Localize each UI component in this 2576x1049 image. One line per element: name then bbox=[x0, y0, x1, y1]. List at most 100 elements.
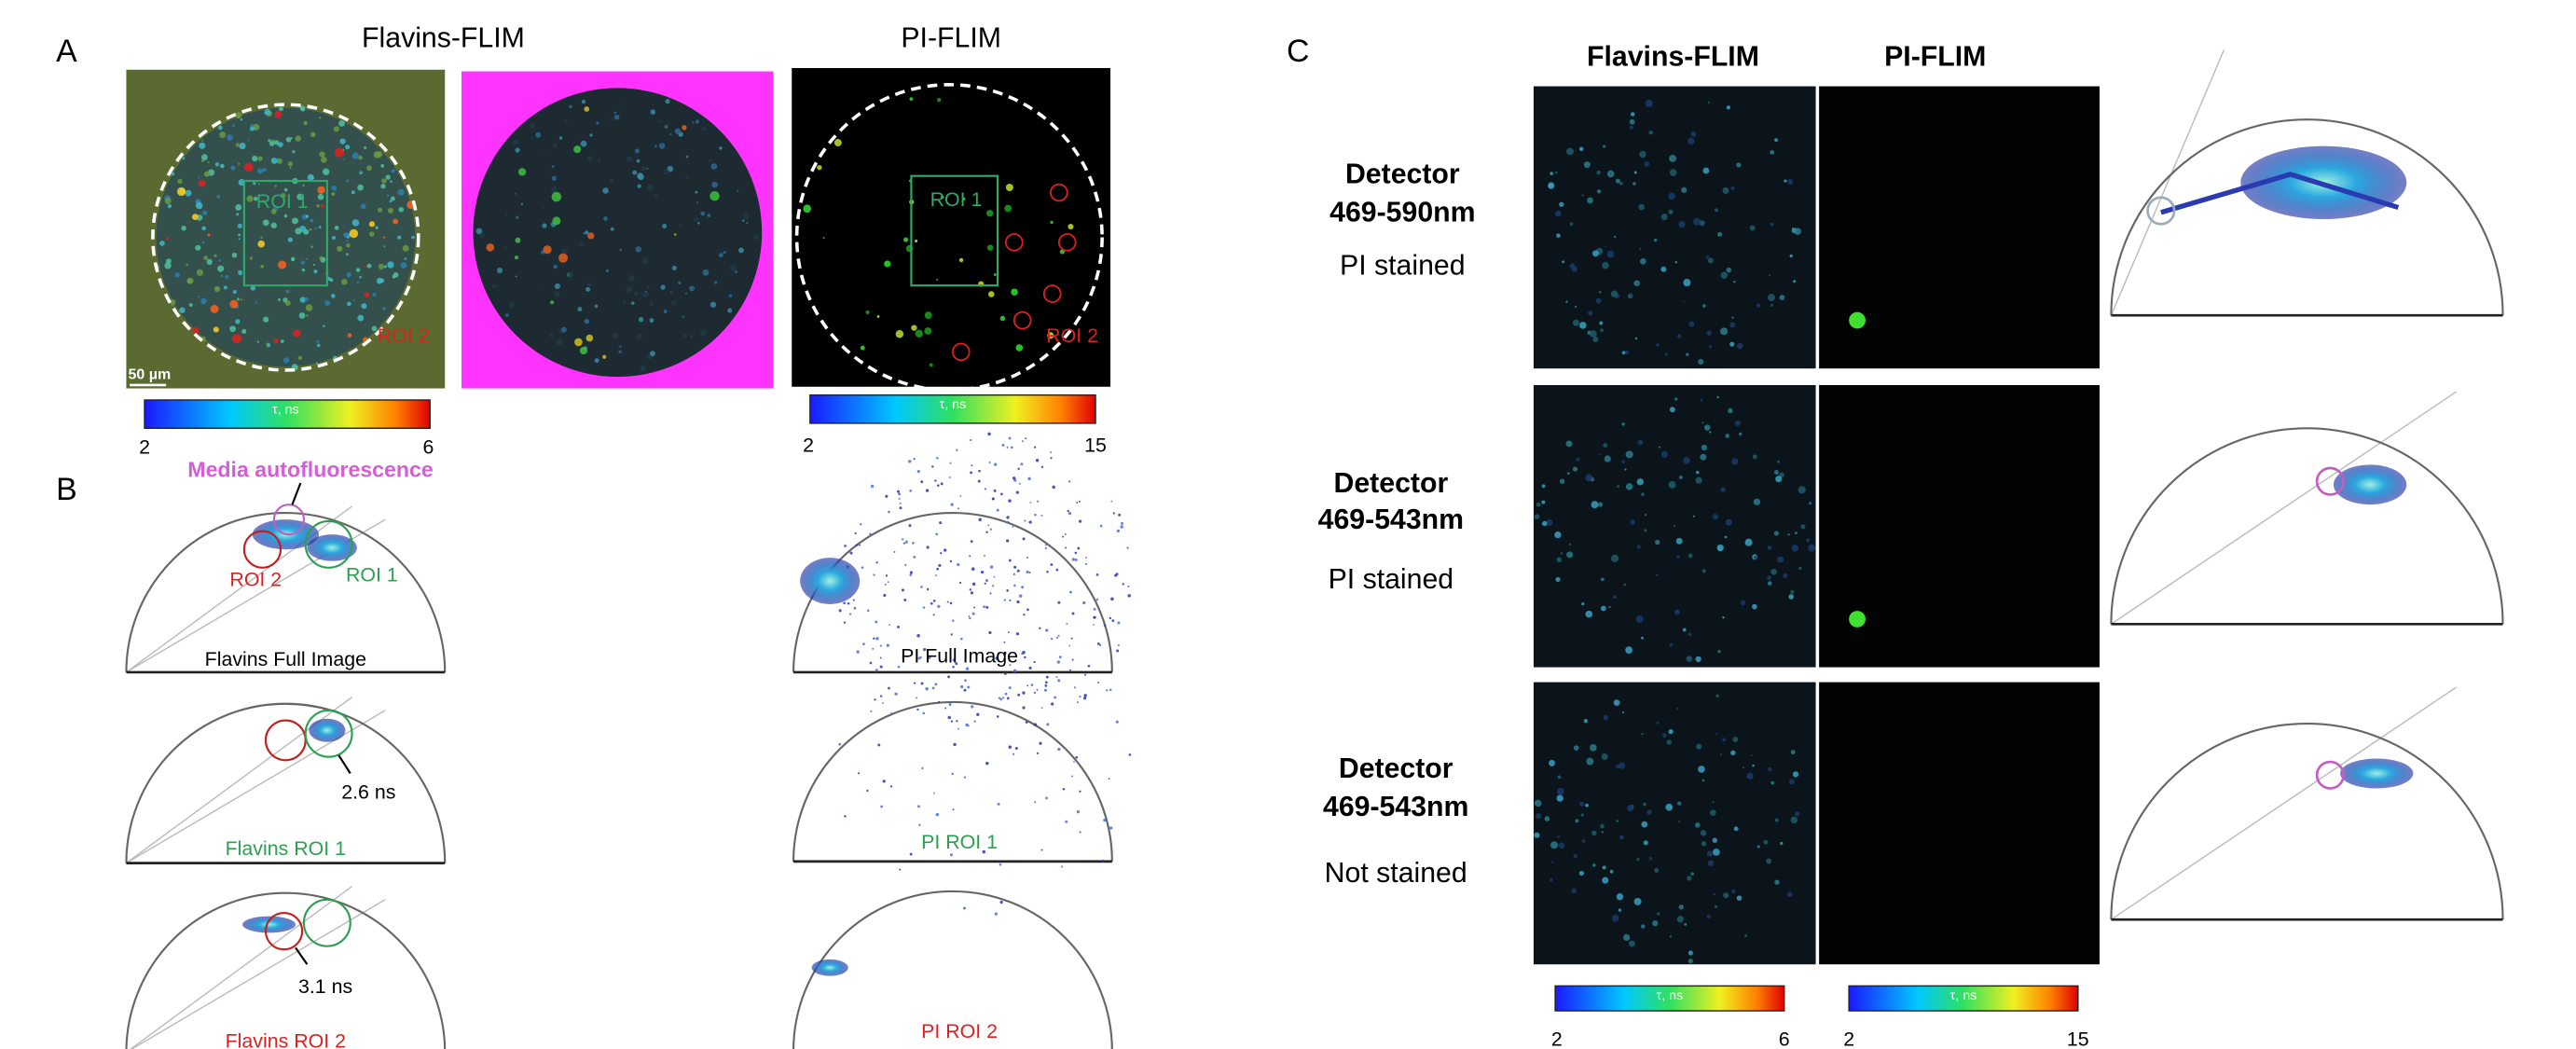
texture-dot bbox=[166, 237, 169, 241]
texture-dot bbox=[1707, 860, 1715, 866]
texture-dot bbox=[594, 358, 599, 364]
texture-dot bbox=[915, 239, 918, 243]
texture-dot bbox=[1057, 600, 1061, 604]
texture-dot bbox=[1079, 695, 1081, 698]
texture-dot bbox=[1800, 524, 1806, 530]
texture-dot bbox=[713, 281, 718, 284]
texture-dot bbox=[1068, 669, 1071, 671]
texture-dot bbox=[550, 186, 558, 193]
texture-dot bbox=[1695, 476, 1702, 484]
texture-dot bbox=[1605, 245, 1607, 248]
texture-dot bbox=[844, 815, 847, 818]
texture-dot bbox=[1638, 247, 1642, 251]
texture-dot bbox=[1566, 551, 1574, 559]
texture-dot bbox=[1767, 294, 1775, 302]
texture-dot bbox=[872, 647, 875, 650]
texture-dot bbox=[1808, 544, 1816, 552]
texture-dot bbox=[1599, 321, 1604, 325]
texture-dot bbox=[973, 720, 976, 723]
texture-dot bbox=[843, 545, 847, 548]
texture-dot bbox=[496, 267, 503, 274]
texture-dot bbox=[597, 159, 601, 162]
texture-dot bbox=[249, 126, 255, 131]
texture-dot bbox=[542, 223, 547, 228]
texture-dot bbox=[346, 253, 349, 256]
texture-dot bbox=[1633, 280, 1640, 286]
texture-dot bbox=[949, 853, 953, 857]
texture-dot bbox=[959, 495, 962, 497]
texture-dot bbox=[988, 291, 995, 297]
texture-dot bbox=[970, 540, 973, 544]
texture-dot bbox=[320, 203, 324, 208]
texture-dot bbox=[936, 567, 940, 571]
image-texture bbox=[803, 97, 1074, 367]
texture-dot bbox=[179, 307, 186, 313]
texture-dot bbox=[240, 117, 243, 121]
texture-dot bbox=[1051, 702, 1054, 706]
texture-dot bbox=[989, 528, 992, 531]
texture-dot bbox=[952, 665, 955, 669]
texture-dot bbox=[1078, 519, 1082, 523]
column-title: PI-FLIM bbox=[1884, 41, 1986, 72]
texture-dot bbox=[1536, 813, 1542, 820]
texture-dot bbox=[1766, 858, 1772, 864]
texture-dot bbox=[1717, 650, 1721, 654]
texture-dot bbox=[909, 573, 913, 576]
texture-dot bbox=[1007, 520, 1010, 523]
texture-dot bbox=[1099, 524, 1103, 528]
texture-dot bbox=[1687, 950, 1693, 956]
phasor-semicircle bbox=[2110, 427, 2504, 625]
phasor-cloud bbox=[309, 718, 346, 742]
texture-dot bbox=[874, 698, 876, 701]
texture-dot bbox=[351, 152, 359, 159]
texture-dot bbox=[899, 868, 902, 871]
texture-dot bbox=[289, 167, 292, 169]
texture-dot bbox=[1036, 688, 1039, 691]
texture-dot bbox=[1554, 171, 1558, 174]
texture-dot bbox=[1108, 778, 1110, 780]
texture-dot bbox=[860, 345, 865, 351]
texture-dot bbox=[985, 578, 989, 583]
texture-dot bbox=[1050, 451, 1053, 454]
texture-dot bbox=[366, 165, 372, 172]
texture-dot bbox=[1012, 476, 1016, 480]
texture-dot bbox=[1715, 208, 1718, 213]
texture-dot bbox=[274, 185, 277, 187]
texture-dot bbox=[1806, 538, 1811, 543]
texture-dot bbox=[1615, 764, 1620, 769]
texture-dot bbox=[202, 210, 208, 215]
texture-dot bbox=[858, 544, 861, 546]
texture-dot bbox=[1712, 801, 1715, 804]
texture-dot bbox=[1701, 421, 1704, 424]
texture-dot bbox=[508, 302, 516, 309]
texture-dot bbox=[973, 606, 976, 609]
texture-dot bbox=[1083, 694, 1087, 697]
texture-dot bbox=[887, 581, 889, 584]
texture-dot bbox=[235, 204, 242, 211]
texture-dot bbox=[319, 255, 324, 261]
texture-dot bbox=[347, 333, 352, 338]
texture-dot bbox=[1683, 300, 1685, 303]
texture-dot bbox=[1669, 169, 1677, 176]
texture-dot bbox=[971, 567, 975, 571]
texture-dot bbox=[692, 121, 695, 124]
texture-dot bbox=[970, 439, 972, 441]
texture-dot bbox=[895, 329, 904, 338]
texture-dot bbox=[670, 300, 677, 306]
texture-dot bbox=[952, 658, 956, 662]
texture-dot bbox=[1068, 223, 1074, 230]
texture-dot bbox=[1790, 816, 1798, 824]
texture-dot bbox=[1636, 478, 1644, 486]
texture-dot bbox=[232, 289, 237, 294]
texture-dot bbox=[219, 131, 227, 139]
texture-dot bbox=[1769, 274, 1771, 277]
texture-dot bbox=[273, 338, 279, 344]
texture-dot bbox=[935, 532, 939, 536]
texture-dot bbox=[236, 297, 240, 301]
texture-dot bbox=[1744, 538, 1753, 546]
mask-image bbox=[461, 71, 774, 389]
texture-dot bbox=[1030, 683, 1034, 687]
texture-dot bbox=[1676, 707, 1679, 710]
texture-dot bbox=[1566, 147, 1574, 156]
texture-dot bbox=[1008, 436, 1012, 440]
